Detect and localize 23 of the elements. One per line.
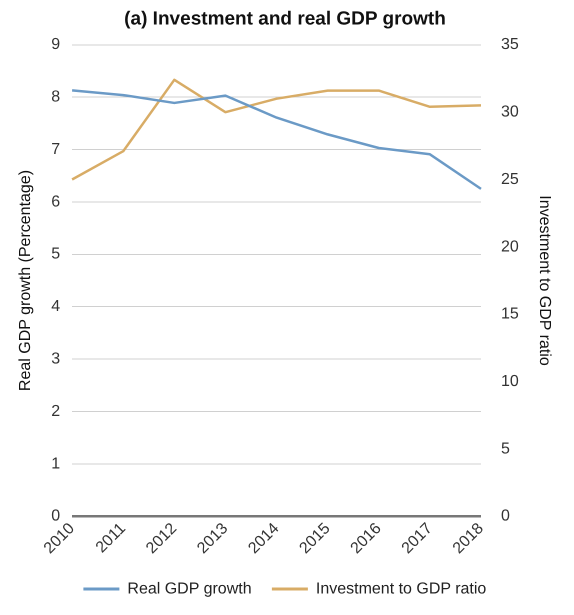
y-tick-label: 0 xyxy=(51,508,60,525)
y-tick-label: 6 xyxy=(51,193,60,210)
y-tick-label: 8 xyxy=(51,88,60,106)
y-tick-label: 9 xyxy=(51,36,60,54)
y2-tick-label: 10 xyxy=(501,372,519,390)
y-tick-label: 4 xyxy=(51,298,60,316)
y2-tick-label: 30 xyxy=(501,104,519,121)
y-tick-label: 5 xyxy=(51,246,60,263)
y-tick-label: 7 xyxy=(51,140,60,158)
y2-tick-label: 0 xyxy=(501,508,510,525)
y-tick-label: 2 xyxy=(51,402,60,420)
legend-label: Investment to GDP ratio xyxy=(316,580,486,598)
y-tick-label: 1 xyxy=(51,455,60,472)
legend-label: Real GDP growth xyxy=(127,580,252,598)
y2-tick-label: 5 xyxy=(501,440,510,458)
y-axis-title: Real GDP growth (Percentage) xyxy=(17,170,34,392)
y2-tick-label: 15 xyxy=(501,306,519,323)
y2-tick-label: 20 xyxy=(501,238,519,256)
chart-title: (a) Investment and real GDP growth xyxy=(124,8,446,30)
y2-axis-title: Investment to GDP ratio xyxy=(536,195,553,366)
y2-tick-label: 25 xyxy=(501,170,519,188)
y-tick-label: 3 xyxy=(51,350,60,368)
y2-tick-label: 35 xyxy=(501,36,519,54)
